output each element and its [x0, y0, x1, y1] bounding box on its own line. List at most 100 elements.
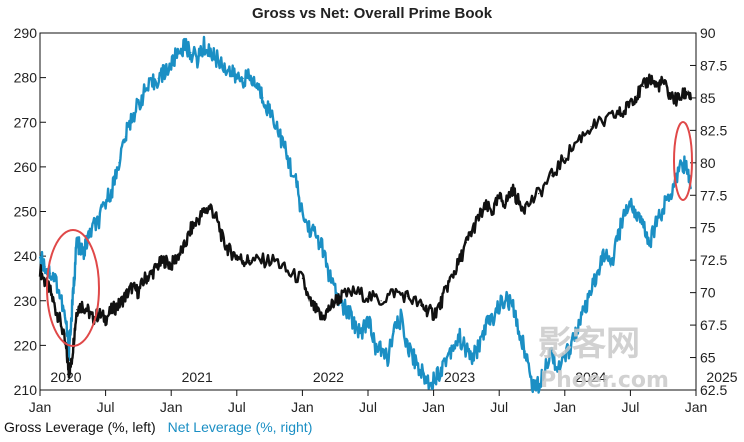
series-point: [334, 300, 336, 302]
series-point: [465, 350, 467, 352]
series-point: [157, 77, 159, 79]
series-point: [583, 311, 586, 313]
series-point: [39, 255, 41, 257]
series-point: [196, 58, 198, 60]
year-label: 2022: [313, 369, 344, 385]
series-point: [170, 64, 172, 67]
series-point: [472, 356, 474, 359]
x-tick-label: Jul: [490, 399, 508, 415]
x-tick-label: Jan: [160, 399, 183, 415]
x-tick-label: Jul: [228, 399, 246, 415]
series-point: [124, 295, 126, 297]
x-tick-label: Jan: [291, 399, 314, 415]
series-point: [170, 264, 172, 266]
year-label: 2020: [50, 369, 81, 385]
series-point: [55, 309, 57, 311]
series-point: [49, 272, 52, 274]
series-point: [65, 349, 67, 351]
series-point: [687, 90, 689, 92]
series-point: [656, 86, 658, 88]
series-point: [590, 126, 592, 128]
series-point: [275, 260, 277, 262]
series-point: [662, 207, 664, 209]
x-tick-label: Jan: [422, 399, 445, 415]
series-point: [177, 255, 179, 257]
watermark-url: Phoer.com: [540, 368, 669, 393]
series-point: [570, 344, 573, 346]
series-point: [518, 331, 520, 333]
series-point: [203, 210, 205, 213]
series-point: [406, 295, 408, 297]
series-point: [538, 385, 540, 387]
series-point: [439, 369, 441, 372]
x-tick-label: Jan: [685, 399, 708, 415]
left-tick-label: 290: [14, 25, 38, 41]
series-point: [295, 181, 297, 183]
series-point: [492, 318, 494, 320]
series-point: [341, 295, 343, 297]
year-label: 2024: [575, 369, 606, 385]
series-point: [505, 202, 507, 204]
series-point: [472, 228, 474, 230]
series-point: [551, 175, 553, 177]
series-point: [393, 331, 395, 333]
series-point: [616, 112, 618, 114]
series-point: [662, 81, 664, 83]
series-point: [111, 309, 113, 311]
right-tick-label: 67.5: [700, 317, 727, 333]
series-point: [675, 175, 677, 177]
series-point: [249, 260, 251, 262]
series-point: [150, 84, 153, 86]
series-point: [387, 356, 389, 359]
watermark: 影客网 Phoer.com: [538, 324, 669, 393]
series-point: [419, 304, 422, 306]
series-point: [137, 291, 139, 293]
series-point: [275, 123, 277, 125]
series-point: [597, 272, 599, 274]
series-point: [629, 201, 632, 203]
series-lines: [38, 35, 692, 394]
series-point: [459, 337, 461, 339]
legend-net-leverage: Net Leverage (%, right): [167, 419, 313, 435]
series-point: [328, 272, 330, 274]
x-tick-label: Jan: [554, 399, 577, 415]
series-point: [183, 246, 185, 248]
series-point: [288, 273, 290, 275]
series-point: [524, 206, 527, 208]
left-tick-label: 250: [14, 204, 38, 220]
series-point: [551, 350, 553, 352]
series-point: [686, 168, 688, 170]
series-point: [314, 309, 317, 311]
series-point: [413, 356, 415, 359]
series-point: [498, 305, 500, 307]
series-point: [308, 227, 310, 229]
series-point: [144, 277, 146, 279]
year-label: 2023: [444, 369, 475, 385]
series-point: [511, 188, 513, 190]
series-point: [518, 202, 520, 204]
series-point: [183, 45, 185, 47]
legend-gross-leverage: Gross Leverage (%, left): [4, 419, 156, 435]
right-tick-label: 77.5: [700, 187, 727, 203]
series-point: [190, 228, 192, 230]
series-point: [564, 356, 566, 359]
series-point: [682, 162, 684, 164]
series-point: [419, 369, 422, 372]
series-point: [39, 268, 41, 271]
series-point: [118, 304, 120, 306]
x-tick-label: Jul: [97, 399, 115, 415]
series-point: [68, 350, 70, 352]
series-point: [347, 311, 349, 313]
series-point: [60, 298, 62, 300]
series-point: [308, 300, 310, 302]
series-point: [314, 233, 317, 235]
series-point: [76, 309, 78, 311]
series-point: [301, 214, 303, 216]
series-point: [111, 188, 113, 190]
series-point: [196, 219, 198, 221]
right-tick-label: 87.5: [700, 57, 727, 73]
series-point: [341, 305, 343, 307]
series-point: [190, 51, 192, 54]
series-point: [105, 318, 107, 320]
series-point: [367, 295, 369, 297]
